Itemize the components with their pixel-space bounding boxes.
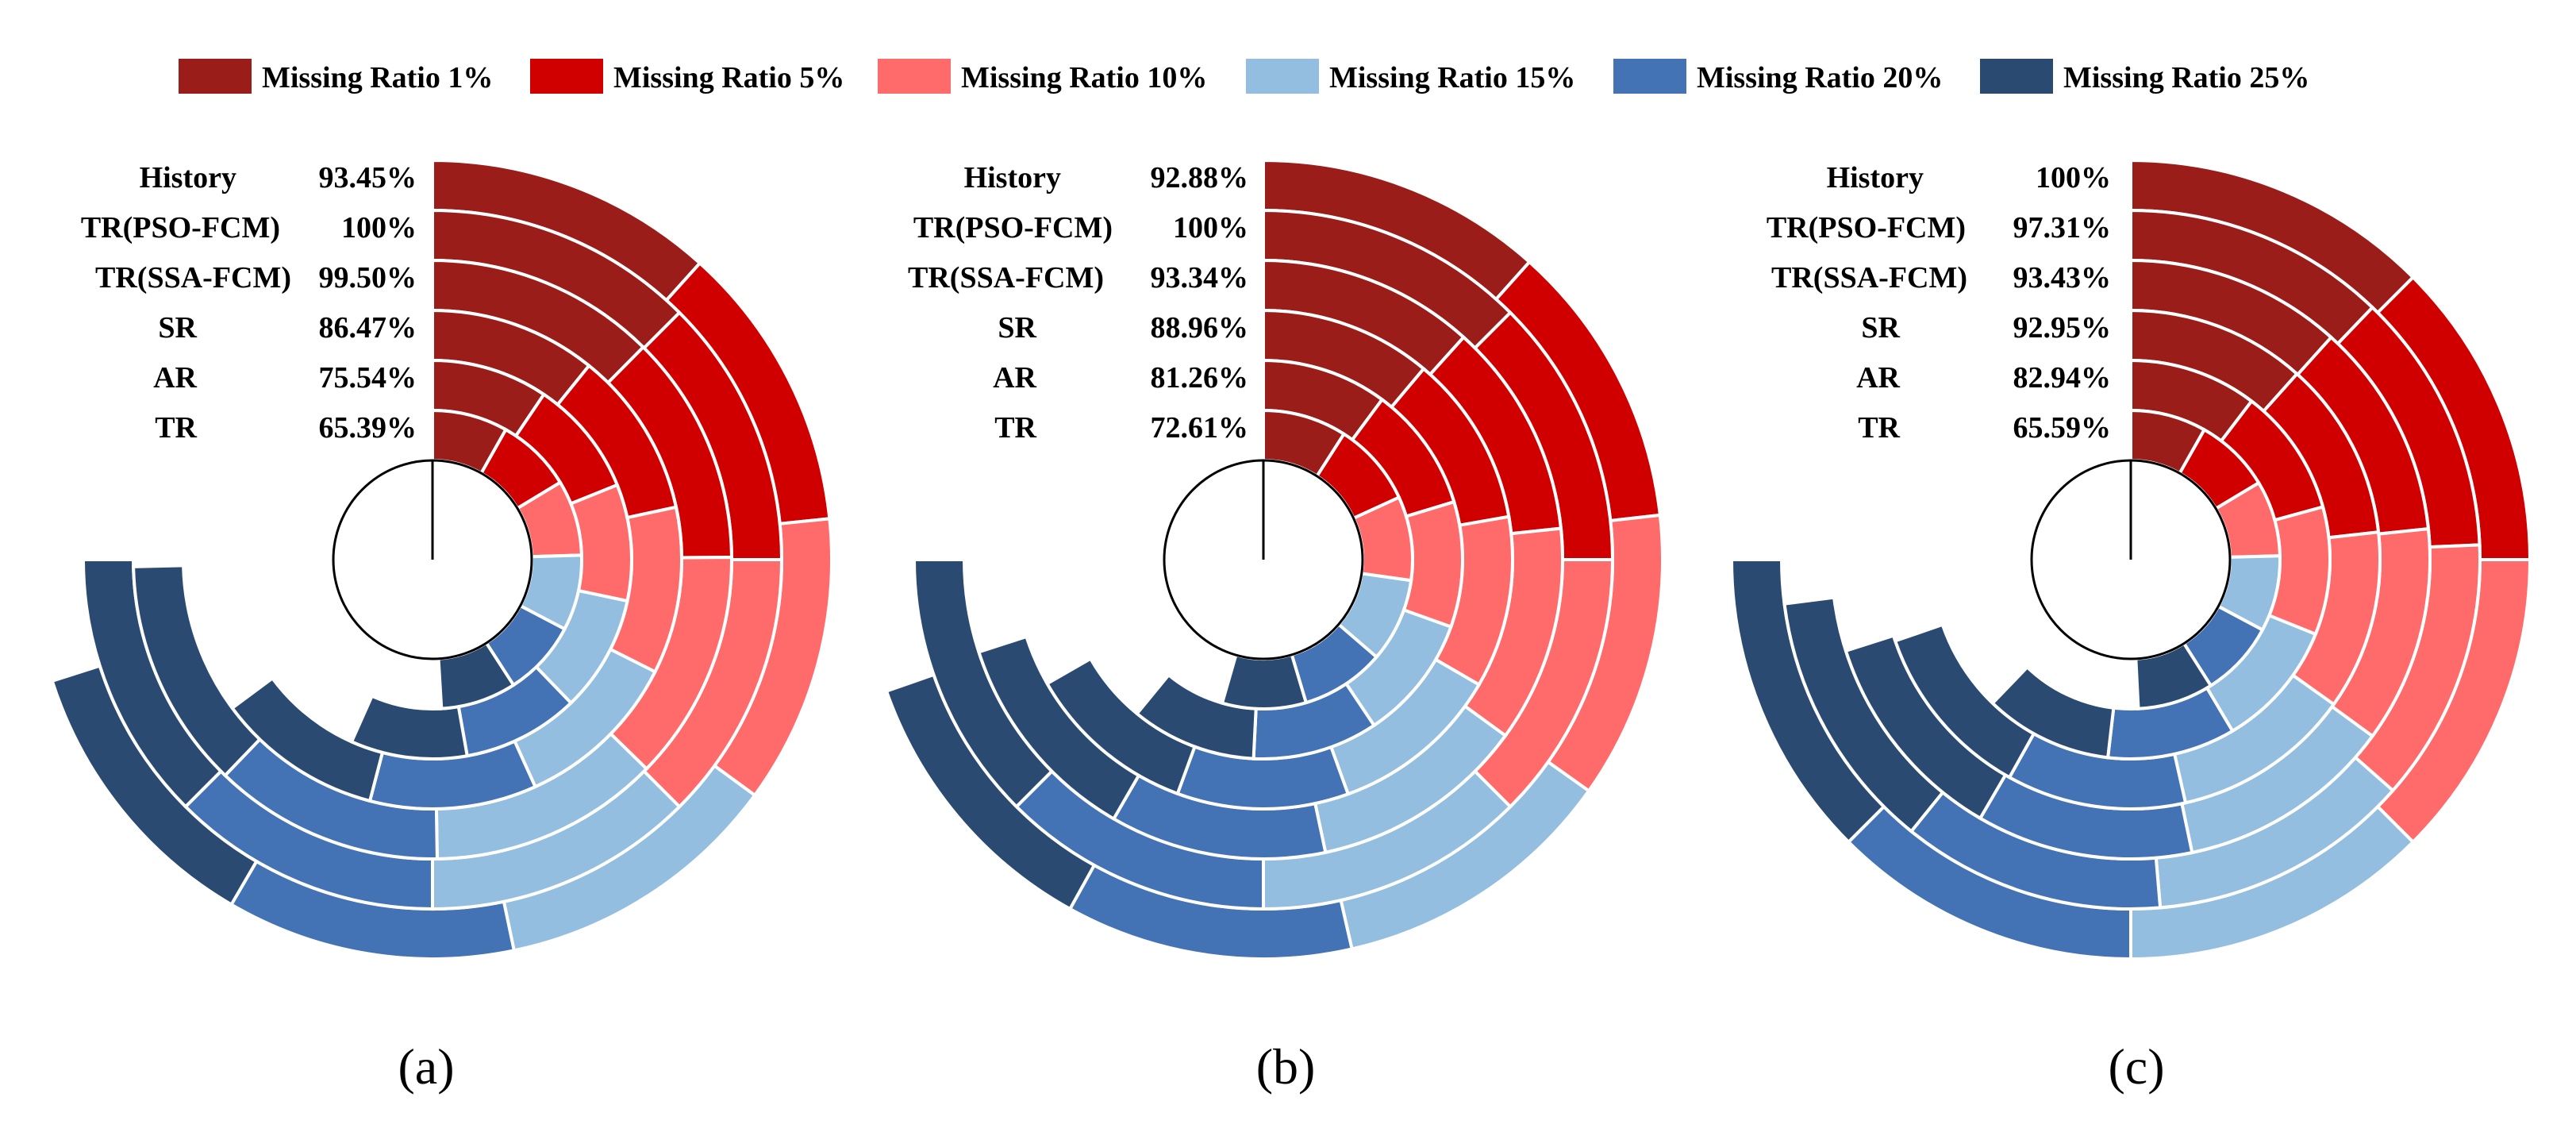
- panel-b-accuracy-1: 92.88%: [1151, 161, 1249, 194]
- panel-b-label: (b): [1256, 1038, 1316, 1095]
- panel-a-label: (a): [398, 1038, 454, 1095]
- panel-c-accuracy-4: 92.95%: [2013, 311, 2112, 345]
- legend-label-3: Missing Ratio 10%: [961, 61, 1207, 94]
- panel-a-accuracy-1: 93.45%: [319, 161, 417, 194]
- legend-swatch-5: [1613, 59, 1686, 94]
- panel-c-method-1: History: [1827, 161, 1924, 194]
- panel-c-rings: [1729, 158, 2532, 961]
- panel-c-accuracy-1: 100%: [2036, 161, 2111, 194]
- panel-c-method-3: TR(SSA-FCM): [1771, 261, 1967, 295]
- panel-c: History TR(PSO-FCM) TR(SSA-FCM) SR AR TR…: [1729, 158, 2532, 1095]
- panel-b-ring-6-segment-6: [1220, 653, 1309, 710]
- panel-b: History TR(PSO-FCM) TR(SSA-FCM) SR AR TR…: [884, 158, 1665, 1095]
- panel-a-labels: History TR(PSO-FCM) TR(SSA-FCM) SR AR TR…: [81, 161, 417, 445]
- legend-swatch-2: [530, 59, 603, 94]
- panel-b-accuracy-4: 88.96%: [1151, 311, 1249, 345]
- panel-a-method-5: AR: [153, 361, 197, 395]
- legend-swatch-1: [179, 59, 252, 94]
- legend: Missing Ratio 1% Missing Ratio 5% Missin…: [179, 59, 2309, 94]
- panel-a-accuracy-3: 99.50%: [319, 261, 417, 295]
- panel-a-method-6: TR: [155, 411, 197, 445]
- panel-c-accuracy-2: 97.31%: [2013, 211, 2112, 244]
- panel-a-accuracy-4: 86.47%: [319, 311, 417, 345]
- panel-c-labels: History TR(PSO-FCM) TR(SSA-FCM) SR AR TR…: [1767, 161, 2111, 445]
- panel-b-method-1: History: [964, 161, 1061, 194]
- legend-label-4: Missing Ratio 15%: [1329, 61, 1575, 94]
- panel-c-accuracy-3: 93.43%: [2013, 261, 2112, 295]
- legend-swatch-4: [1246, 59, 1319, 94]
- legend-label-5: Missing Ratio 20%: [1697, 61, 1943, 94]
- panel-c-method-6: TR: [1858, 411, 1900, 445]
- panel-c-accuracy-5: 82.94%: [2013, 361, 2112, 395]
- panel-a: History TR(PSO-FCM) TR(SSA-FCM) SR AR TR…: [50, 158, 833, 1095]
- panel-a-method-2: TR(PSO-FCM): [81, 211, 280, 244]
- panel-b-method-2: TR(PSO-FCM): [913, 211, 1113, 244]
- panel-a-method-1: History: [140, 161, 236, 194]
- panel-a-ring-4-segment-6: [229, 676, 385, 803]
- panel-c-ring-5-segment-6: [1990, 664, 2116, 760]
- panel-a-accuracy-5: 75.54%: [319, 361, 417, 395]
- panel-a-ring-5-segment-6: [349, 694, 470, 760]
- panel-c-method-5: AR: [1856, 361, 1900, 395]
- panel-a-accuracy-2: 100%: [341, 211, 417, 244]
- panel-c-method-4: SR: [1861, 311, 1900, 345]
- panel-b-accuracy-3: 93.34%: [1151, 261, 1249, 295]
- panel-c-label: (c): [2108, 1038, 2164, 1095]
- panel-b-rings: [884, 158, 1665, 961]
- panel-c-accuracy-6: 65.59%: [2013, 411, 2112, 445]
- panel-b-accuracy-2: 100%: [1173, 211, 1248, 244]
- panel-a-accuracy-6: 65.39%: [319, 411, 417, 445]
- panel-c-method-2: TR(PSO-FCM): [1767, 211, 1966, 244]
- panel-b-accuracy-5: 81.26%: [1151, 361, 1249, 395]
- panel-a-rings: [50, 158, 833, 961]
- legend-label-6: Missing Ratio 25%: [2063, 61, 2309, 94]
- legend-label-2: Missing Ratio 5%: [613, 61, 844, 94]
- legend-swatch-6: [1980, 59, 2053, 94]
- panel-b-accuracy-6: 72.61%: [1151, 411, 1249, 445]
- panel-b-method-5: AR: [993, 361, 1036, 395]
- legend-label-1: Missing Ratio 1%: [262, 61, 493, 94]
- legend-swatch-3: [878, 59, 951, 94]
- panel-b-method-6: TR: [994, 411, 1036, 445]
- panel-a-method-3: TR(SSA-FCM): [95, 261, 291, 295]
- panel-a-method-4: SR: [158, 311, 197, 345]
- panel-a-ring-3-segment-6: [132, 564, 263, 778]
- panel-b-labels: History TR(PSO-FCM) TR(SSA-FCM) SR AR TR…: [908, 161, 1248, 445]
- panel-b-method-3: TR(SSA-FCM): [908, 261, 1104, 295]
- panel-b-method-4: SR: [998, 311, 1036, 345]
